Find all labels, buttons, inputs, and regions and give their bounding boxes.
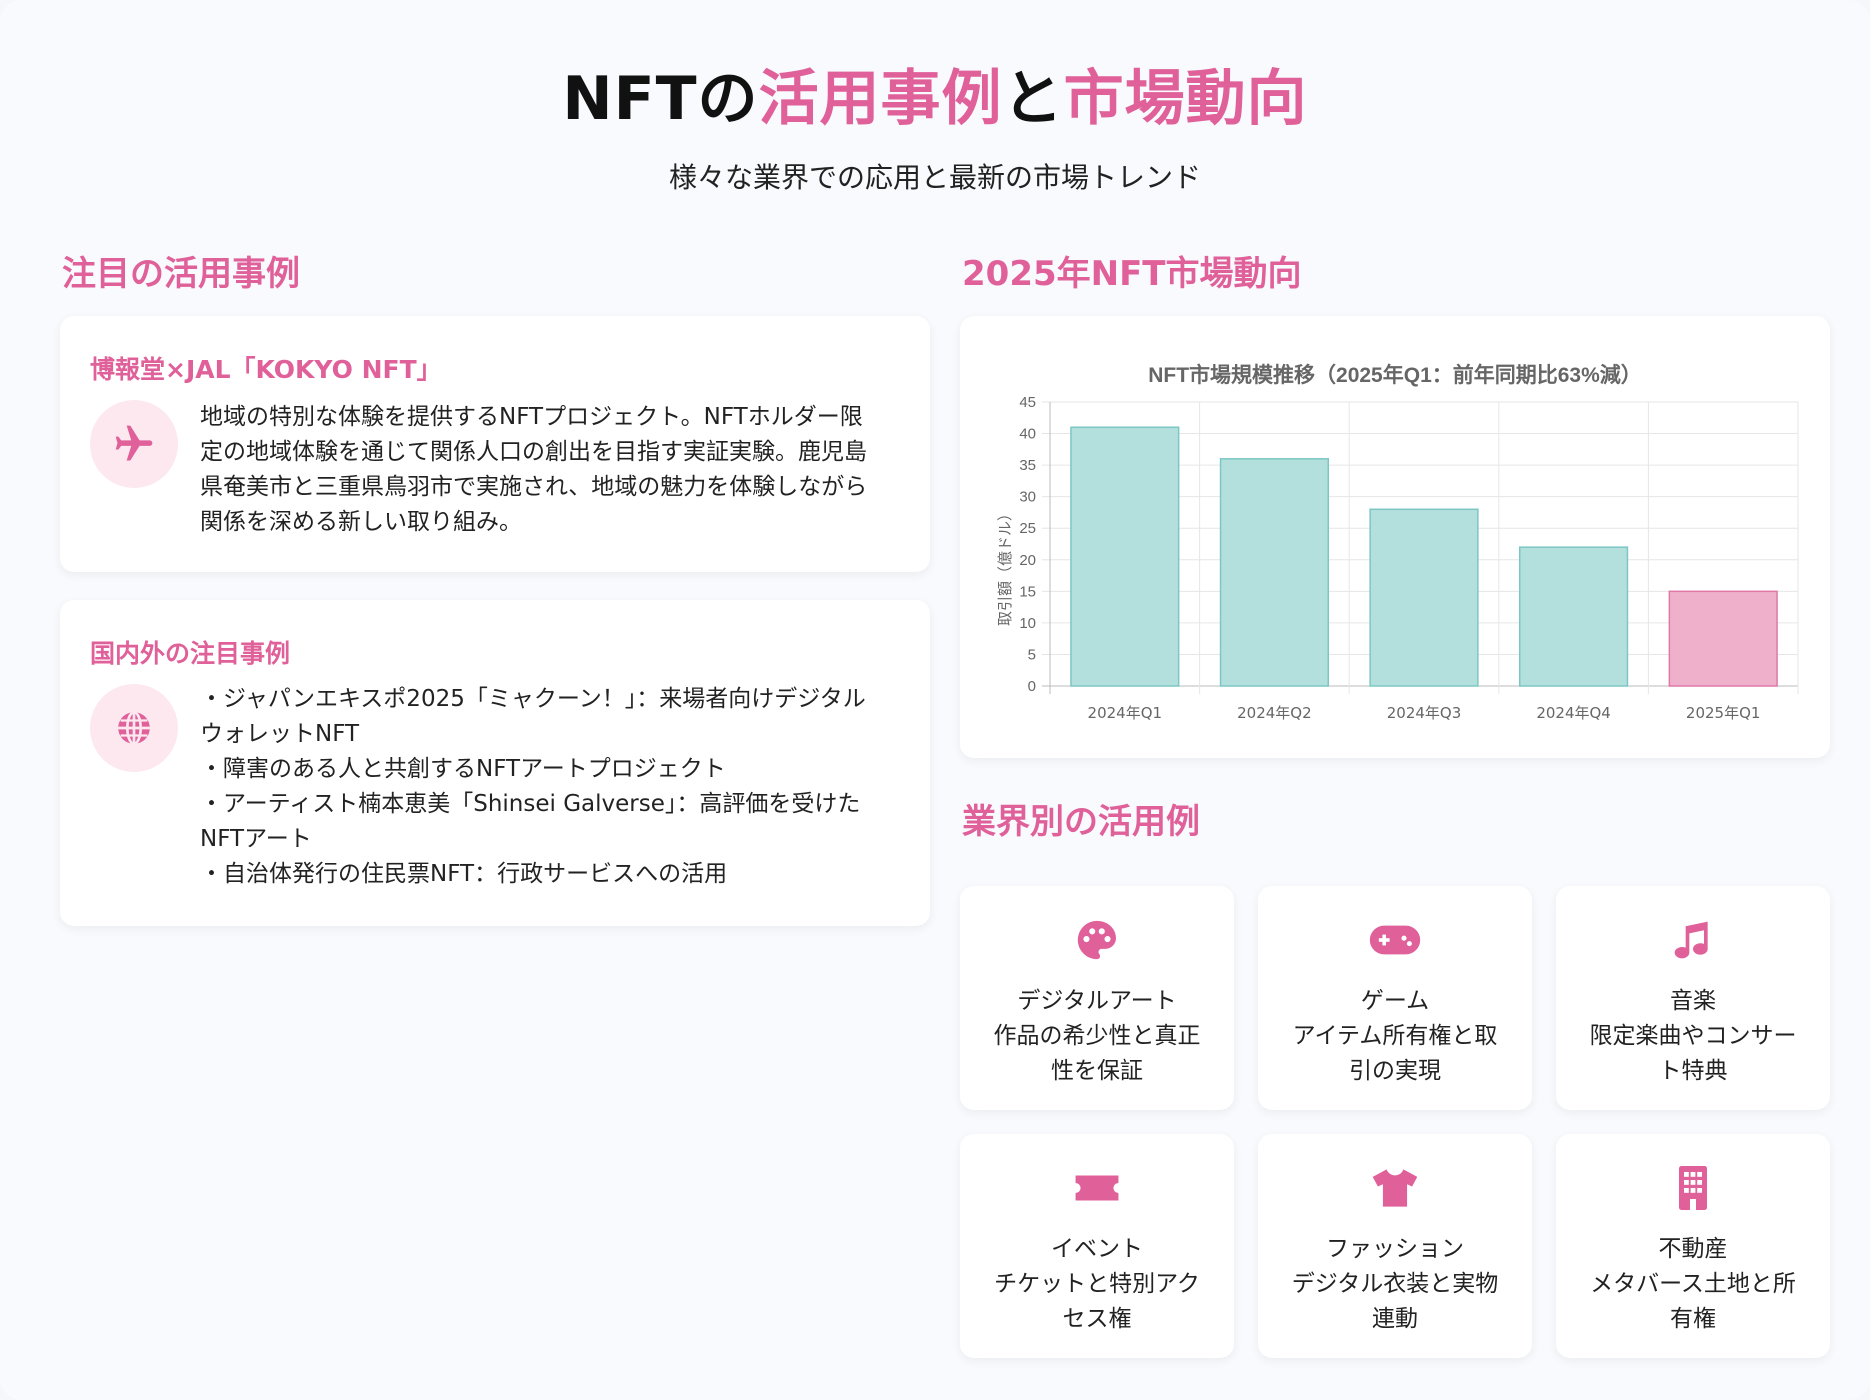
market-bar-chart: NFT市場規模推移（2025年Q1：前年同期比63%減） 取引額（億ドル） 0 5… [996, 363, 1799, 722]
globe-icon-circle [90, 684, 178, 772]
industry-heading: 業界別の活用例 [962, 802, 1200, 842]
x-tick-label: 2024年Q1 [1088, 704, 1163, 722]
tile-line: 引の実現 [1349, 1058, 1441, 1084]
chart-bar-3 [1369, 508, 1479, 687]
tile-line: 性を保証 [1051, 1058, 1143, 1084]
tile-line: 有権 [1670, 1306, 1716, 1332]
page-title: NFTの活用事例と市場動向 [0, 50, 1870, 137]
airplane-icon [115, 425, 153, 461]
tile-line: セス権 [1062, 1306, 1132, 1332]
globe-icon [118, 710, 150, 746]
tile-text: ファッション デジタル衣装と実物 連動 [1258, 1232, 1532, 1337]
tile-game: ゲーム アイテム所有権と取 引の実現 [1258, 886, 1532, 1110]
tile-line: デジタル衣装と実物 [1291, 1271, 1499, 1297]
y-tick-label: 40 [1019, 426, 1036, 443]
ticket-icon [1075, 1175, 1119, 1201]
chart-x-ticks: 2024年Q1 2024年Q2 2024年Q3 2024年Q4 2025年Q1 [1088, 704, 1761, 722]
case-item: ・自治体発行の住民票NFT：行政サービスへの活用 [200, 861, 728, 887]
tile-music: 音楽 限定楽曲やコンサー ト特典 [1556, 886, 1830, 1110]
description-line: 県奄美市と三重県鳥羽市で実施され、地域の魅力を体験しながら [200, 474, 868, 500]
y-tick-label: 10 [1019, 615, 1036, 632]
use-cases-heading: 注目の活用事例 [62, 254, 300, 294]
tile-line: 限定楽曲やコンサー [1589, 1023, 1797, 1049]
tile-line: イベント [1051, 1236, 1143, 1262]
music-note-icon [1674, 921, 1708, 959]
tile-icon-wrap [1556, 1164, 1830, 1212]
tile-line: チケットと特別アク [994, 1271, 1200, 1297]
chart-title: NFT市場規模推移（2025年Q1：前年同期比63%減） [1148, 363, 1642, 387]
chart-bar-5 [1668, 590, 1778, 687]
card-title: 博報堂×JAL「KOKYO NFT」 [90, 355, 442, 384]
case-item: ウォレットNFT [200, 721, 360, 747]
chart-y-axis-label: 取引額（億ドル） [996, 506, 1014, 626]
tile-line: デジタルアート [1017, 988, 1177, 1014]
case-item: ・障害のある人と共創するNFTアートプロジェクト [200, 756, 726, 782]
card-description: 地域の特別な体験を提供するNFTプロジェクト。NFTホルダー限 定の地域体験を通… [200, 400, 867, 540]
y-tick-label: 45 [1019, 394, 1036, 411]
chart-bar-2 [1219, 458, 1330, 687]
y-tick-label: 0 [1028, 678, 1036, 695]
tile-line: 音楽 [1670, 988, 1716, 1014]
tile-line: 作品の希少性と真正 [993, 1023, 1201, 1049]
tile-line: 連動 [1372, 1306, 1418, 1332]
page-subtitle: 様々な業界での応用と最新の市場トレンド [668, 161, 1201, 194]
palette-icon [1077, 920, 1116, 960]
building-icon [1679, 1166, 1707, 1210]
tile-line: 不動産 [1658, 1236, 1728, 1262]
y-tick-label: 5 [1028, 646, 1036, 663]
case-item: NFTアート [200, 826, 312, 852]
y-tick-label: 30 [1019, 489, 1036, 506]
x-tick-label: 2025年Q1 [1686, 704, 1761, 722]
title-part-3: と [1002, 64, 1064, 134]
description-line: 定の地域体験を通じて関係人口の創出を目指す実証実験。鹿児島 [200, 439, 867, 465]
tile-fashion: ファッション デジタル衣装と実物 連動 [1258, 1134, 1532, 1358]
description-line: 関係を深める新しい取り組み。 [200, 509, 522, 535]
tile-icon-wrap [1556, 916, 1830, 964]
tile-text: イベント チケットと特別アク セス権 [960, 1232, 1234, 1337]
case-item: ・アーティスト楠本恵美「Shinsei Galverse」：高評価を受けた [200, 791, 861, 817]
chart-bar-4 [1518, 546, 1629, 687]
market-trend-heading: 2025年NFT市場動向 [962, 254, 1302, 294]
tile-text: 不動産 メタバース土地と所 有権 [1556, 1232, 1830, 1337]
title-part-4: 市場動向 [1063, 64, 1308, 134]
description-line: 地域の特別な体験を提供するNFTプロジェクト。NFTホルダー限 [200, 404, 863, 430]
tile-digital-art: デジタルアート 作品の希少性と真正 性を保証 [960, 886, 1234, 1110]
tile-line: ファッション [1326, 1236, 1464, 1262]
y-tick-label: 35 [1019, 457, 1036, 474]
tile-event: イベント チケットと特別アク セス権 [960, 1134, 1234, 1358]
x-tick-label: 2024年Q3 [1387, 704, 1462, 722]
x-tick-label: 2024年Q4 [1536, 704, 1611, 722]
title-part-2: 活用事例 [758, 64, 1003, 134]
tshirt-icon [1372, 1169, 1418, 1207]
y-tick-label: 15 [1019, 583, 1036, 600]
y-tick-label: 20 [1019, 552, 1036, 569]
chart-card: NFT市場規模推移（2025年Q1：前年同期比63%減） 取引額（億ドル） 0 5… [960, 316, 1830, 758]
tile-line: メタバース土地と所 [1590, 1271, 1796, 1297]
tile-line: ト特典 [1658, 1058, 1728, 1084]
chart-bar-1 [1070, 426, 1180, 687]
tile-text: 音楽 限定楽曲やコンサー ト特典 [1556, 984, 1830, 1089]
notable-cases-card: 国内外の注目事例 ・ジャパンエキスポ2025「ミャクーン！」：来場者向けデジタル… [60, 600, 930, 926]
airplane-icon-circle [90, 400, 178, 488]
tile-text: ゲーム アイテム所有権と取 引の実現 [1258, 984, 1532, 1089]
tile-text: デジタルアート 作品の希少性と真正 性を保証 [960, 984, 1234, 1089]
tile-line: アイテム所有権と取 [1292, 1023, 1498, 1049]
tile-icon-wrap [960, 1164, 1234, 1212]
y-tick-label: 25 [1019, 520, 1036, 537]
card-title: 国内外の注目事例 [90, 639, 291, 668]
tile-icon-wrap [960, 916, 1234, 964]
title-part-1: NFTの [562, 64, 759, 134]
tile-line: ゲーム [1360, 988, 1430, 1014]
chart-bars [1070, 426, 1778, 687]
card-description: ・ジャパンエキスポ2025「ミャクーン！」：来場者向けデジタル ウォレットNFT… [200, 682, 866, 892]
tile-icon-wrap [1258, 1164, 1532, 1212]
kokyo-nft-card: 博報堂×JAL「KOKYO NFT」 地域の特別な体験を提供するNFTプロジェク… [60, 316, 930, 572]
gamepad-icon [1369, 925, 1421, 955]
tile-real-estate: 不動産 メタバース土地と所 有権 [1556, 1134, 1830, 1358]
chart-y-ticks: 0 5 10 15 20 25 30 35 40 45 [1019, 394, 1036, 695]
tile-icon-wrap [1258, 916, 1532, 964]
case-item: ・ジャパンエキスポ2025「ミャクーン！」：来場者向けデジタル [200, 686, 866, 712]
x-tick-label: 2024年Q2 [1237, 704, 1312, 722]
